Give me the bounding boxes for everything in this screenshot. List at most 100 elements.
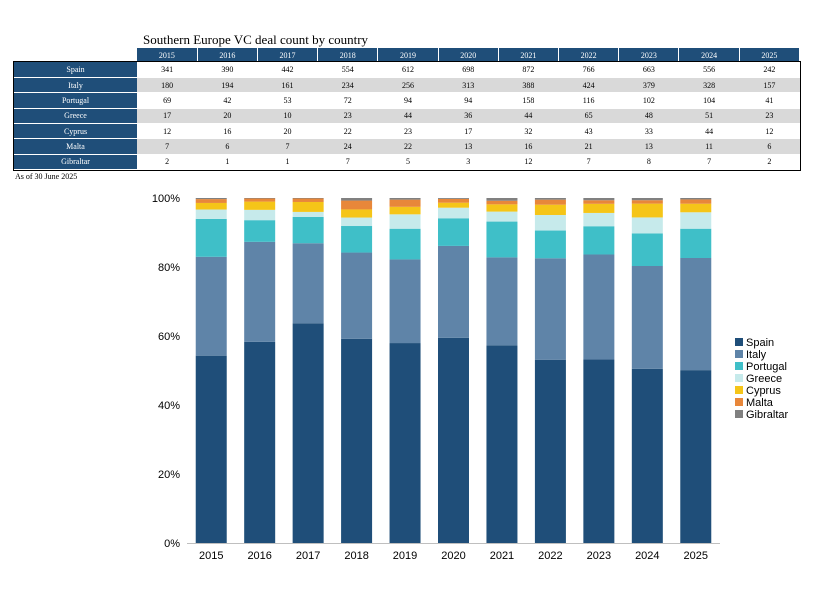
bar-segment-gibraltar	[292, 198, 324, 199]
table-cell: 16	[197, 123, 258, 140]
table-cell: 44	[678, 123, 740, 140]
legend-swatch	[735, 398, 743, 406]
table-cell: 43	[558, 123, 619, 140]
bar-segment-spain	[244, 341, 276, 543]
table-cell: 158	[498, 92, 559, 109]
bar-segment-italy	[341, 252, 373, 339]
legend-label: Gibraltar	[746, 409, 789, 421]
table-cell: 24	[317, 138, 378, 155]
bar-segment-portugal	[583, 226, 615, 255]
table-cell: 341	[137, 62, 198, 78]
table-cell: 698	[438, 62, 499, 78]
bar-segment-italy	[389, 259, 421, 344]
table-cell: 20	[257, 123, 318, 140]
table-cell: 44	[377, 108, 439, 124]
table-year-header: 2019	[377, 48, 439, 62]
bar-segment-portugal	[680, 228, 712, 258]
table-row: Gibraltar 2 1 1 7 5 3 12 7 8 7 2	[14, 154, 800, 171]
table-cell: 234	[317, 77, 378, 94]
table-cell: 116	[558, 92, 619, 109]
legend-swatch	[735, 350, 743, 358]
table-row: Portugal 69 42 53 72 94 94 158 116 102 104 41	[14, 92, 800, 109]
table-cell: 13	[618, 138, 679, 155]
bar-segment-italy	[438, 245, 469, 338]
table-cell: 6	[197, 138, 258, 155]
table-cell: 69	[137, 92, 198, 109]
table-cell: 32	[498, 123, 559, 140]
table-cell: 5	[377, 154, 439, 171]
x-tick-label: 2015	[199, 550, 223, 562]
y-tick-label: 20%	[158, 469, 180, 481]
bar-segment-gibraltar	[486, 198, 518, 201]
table-cell: 2	[137, 154, 198, 171]
bar-segment-malta	[438, 198, 469, 203]
bar-segment-gibraltar	[680, 198, 712, 200]
table-cell: 42	[197, 92, 258, 109]
table-cell: 1	[197, 154, 258, 171]
bar-segment-italy	[195, 256, 227, 356]
table-row: Spain 341 390 442 554 612 698 872 766 663 556 242	[14, 62, 800, 78]
y-tick-label: 100%	[152, 193, 180, 205]
table-cell: 53	[257, 92, 318, 109]
bar-segment-cyprus	[438, 202, 469, 208]
table-cell: 10	[257, 108, 318, 124]
bar-segment-portugal	[341, 226, 373, 253]
table-cell: 442	[257, 62, 318, 78]
table-cell: 16	[498, 138, 559, 155]
legend-label: Greece	[746, 373, 782, 385]
table-cell: 3	[438, 154, 499, 171]
table-cell: 11	[678, 138, 740, 155]
table-cell: 157	[739, 77, 800, 94]
bar-segment-greece	[486, 211, 518, 222]
table-cell: 7	[137, 138, 198, 155]
legend-label: Cyprus	[746, 385, 781, 397]
legend-swatch	[735, 374, 743, 382]
y-tick-label: 40%	[158, 400, 180, 412]
table-cell: 20	[197, 108, 258, 124]
legend-swatch	[735, 386, 743, 394]
x-tick-label: 2019	[393, 550, 417, 562]
legend-label: Malta	[746, 397, 774, 409]
table-cell: 104	[678, 92, 740, 109]
table-cell: 72	[317, 92, 378, 109]
table-cell: 180	[137, 77, 198, 94]
table-cell: 17	[438, 123, 499, 140]
bar-segment-gibraltar	[534, 198, 566, 200]
bar-segment-portugal	[438, 218, 469, 246]
legend-label: Italy	[746, 349, 767, 361]
y-tick-label: 0%	[164, 538, 180, 550]
bar-segment-gibraltar	[438, 198, 469, 199]
table-row-label: Spain	[14, 62, 137, 78]
table-year-header: 2020	[438, 48, 499, 62]
legend-swatch	[735, 410, 743, 418]
bar-segment-portugal	[631, 233, 663, 266]
table-cell: 161	[257, 77, 318, 94]
as-of-note: As of 30 June 2025	[15, 172, 78, 181]
table-cell: 8	[618, 154, 679, 171]
table-cell: 242	[739, 62, 800, 78]
bar-segment-portugal	[534, 230, 566, 259]
table-row: Greece 17 20 10 23 44 36 44 65 48 51 23	[14, 108, 800, 124]
y-tick-label: 60%	[158, 331, 180, 343]
table-cell: 22	[377, 138, 439, 155]
bar-segment-italy	[680, 258, 712, 371]
table-cell: 13	[438, 138, 499, 155]
table-year-header: 2018	[317, 48, 379, 62]
table-cell: 7	[317, 154, 378, 171]
table-cell: 328	[678, 77, 740, 94]
table-cell: 663	[618, 62, 679, 78]
table-cell: 1	[257, 154, 318, 171]
bar-segment-italy	[631, 266, 663, 369]
bar-segment-cyprus	[341, 209, 373, 218]
x-tick-label: 2016	[247, 550, 271, 562]
table-row-label: Italy	[14, 77, 137, 94]
table-cell: 48	[618, 108, 679, 124]
table-cell: 7	[558, 154, 619, 171]
table-row-label: Greece	[14, 108, 137, 124]
y-tick-label: 80%	[158, 262, 180, 274]
table-cell: 102	[618, 92, 679, 109]
bar-segment-portugal	[389, 228, 421, 260]
bar-segment-cyprus	[244, 201, 276, 210]
legend-label: Portugal	[746, 361, 787, 373]
